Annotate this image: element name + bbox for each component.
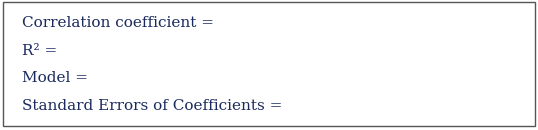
Text: Standard Errors of Coefficients =: Standard Errors of Coefficients =: [22, 99, 282, 113]
Text: Model =: Model =: [22, 72, 88, 86]
Text: R² =: R² =: [22, 44, 57, 58]
FancyBboxPatch shape: [3, 2, 535, 126]
Text: Correlation coefficient =: Correlation coefficient =: [22, 16, 214, 30]
